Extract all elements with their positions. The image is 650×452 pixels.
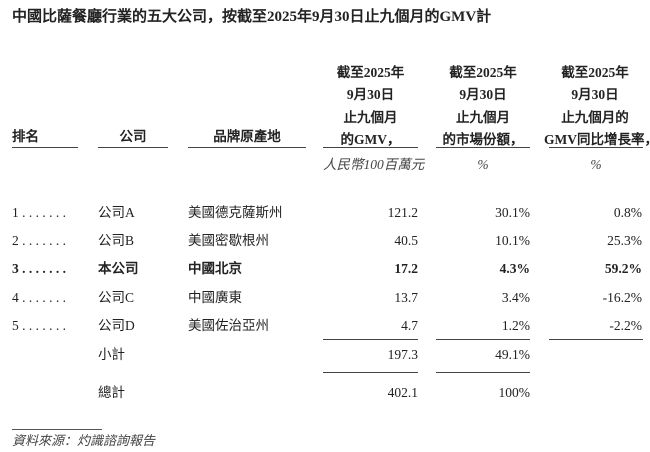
subtotal-label: 小計 [98,347,125,362]
header-underline [436,147,530,148]
header-growth-line: 止九個月的 [561,109,629,125]
header-gmv: 截至2025年 9月30日 止九個月 的GMV， [323,62,418,151]
growth-cell: -2.2% [609,318,642,333]
rank-cell: 3 . . . . . . . [12,261,66,276]
subtotal-gmv: 197.3 [387,347,418,362]
share-cell: 10.1% [495,233,530,248]
header-gmv-line: 9月30日 [346,87,395,103]
gmv-cell: 40.5 [394,233,418,248]
gmv-cell: 13.7 [394,290,418,305]
growth-unit: % [590,157,602,172]
header-share-line: 止九個月 [456,109,510,125]
header-share: 截至2025年 9月30日 止九個月 的市場份額， [436,62,530,151]
total-label: 總計 [98,385,125,400]
subtotal-underline [436,372,530,373]
gmv-cell: 17.2 [394,261,418,276]
growth-cell: 25.3% [607,233,642,248]
growth-cell: 59.2% [604,261,642,276]
origin-cell: 中國北京 [188,261,242,276]
origin-cell: 美國佐治亞州 [188,318,269,333]
total-share: 100% [498,385,531,400]
gmv-cell: 121.2 [387,205,418,220]
subtotal-rule [323,339,418,340]
table-title: 中國比薩餐廳行業的五大公司，按截至2025年9月30日止九個月的GMV計 [12,9,492,25]
header-share-line: 的市場份額， [442,131,524,147]
footnote-rule [12,429,102,430]
rank-cell: 1 . . . . . . . [12,205,66,220]
share-cell: 3.4% [501,290,530,305]
share-cell: 4.3% [499,261,530,276]
rank-cell: 5 . . . . . . . [12,318,66,333]
header-underline [323,147,418,148]
subtotal-underline [323,372,418,373]
growth-cell: 0.8% [613,205,642,220]
origin-cell: 中國廣東 [188,290,242,305]
header-share-line: 截至2025年 [449,65,517,80]
origin-cell: 美國密歇根州 [188,233,269,248]
header-growth-line: GMV同比增長率， [544,131,650,147]
total-gmv: 402.1 [387,385,418,400]
header-underline [549,147,643,148]
company-cell: 公司B [98,233,135,248]
source-note: 資料來源：灼識諮詢報告 [12,433,156,448]
company-cell: 公司D [98,318,135,333]
header-underline [12,147,78,148]
subtotal-rule [436,339,530,340]
header-gmv-line: 的GMV， [340,131,401,147]
company-cell: 公司C [98,290,135,305]
share-cell: 1.2% [501,318,530,333]
subtotal-share: 49.1% [495,347,530,362]
company-cell: 本公司 [98,261,139,276]
header-share-line: 9月30日 [459,87,507,103]
header-growth-line: 9月30日 [571,87,619,103]
share-cell: 30.1% [495,205,530,220]
subtotal-rule [549,339,643,340]
growth-cell: -16.2% [602,290,642,305]
header-rank: 排名 [12,129,39,144]
rank-cell: 4 . . . . . . . [12,290,66,305]
header-gmv-line: 止九個月 [343,109,398,125]
company-cell: 公司A [98,205,135,220]
header-origin: 品牌原產地 [213,129,281,144]
header-company: 公司 [119,129,147,144]
header-gmv-line: 截至2025年 [336,65,405,80]
header-growth: 截至2025年 9月30日 止九個月的 GMV同比增長率， [544,62,650,151]
origin-cell: 美國德克薩斯州 [188,205,283,220]
header-growth-line: 截至2025年 [561,65,629,80]
header-underline [188,147,306,148]
gmv-unit: 人民幣100百萬元 [323,157,425,172]
rank-cell: 2 . . . . . . . [12,233,66,248]
gmv-cell: 4.7 [401,318,418,333]
header-underline [98,147,168,148]
share-unit: % [477,157,489,172]
